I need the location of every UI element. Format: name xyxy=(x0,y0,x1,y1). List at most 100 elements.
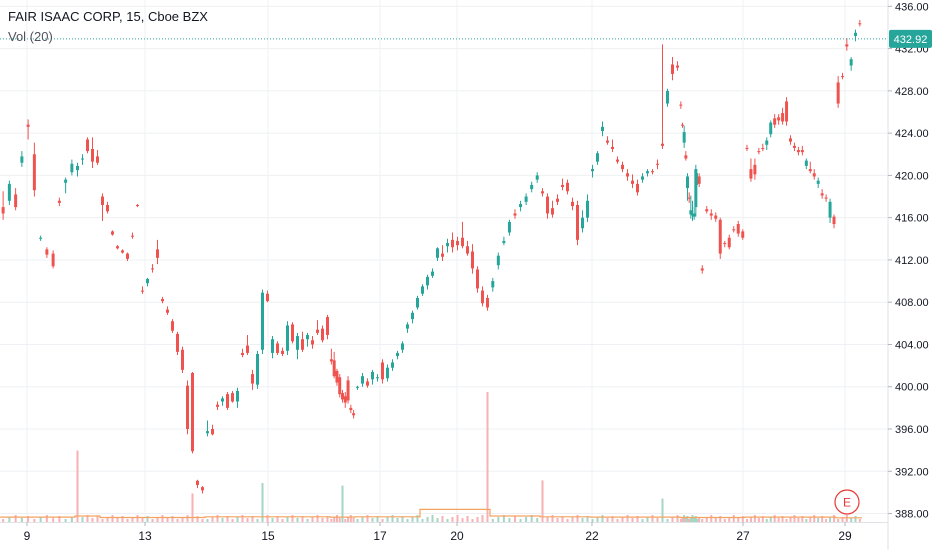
volume-bar xyxy=(64,519,67,522)
candle-body xyxy=(828,201,832,218)
volume-bar xyxy=(829,517,832,522)
earnings-marker[interactable]: E xyxy=(834,489,860,515)
candle-body xyxy=(692,213,696,217)
candle xyxy=(696,173,699,185)
volume-bar xyxy=(793,515,796,522)
earnings-marker-label: E xyxy=(843,496,851,510)
candle-body xyxy=(576,204,579,240)
candle-body xyxy=(696,176,699,180)
candle-body xyxy=(446,243,449,247)
candle-body xyxy=(286,325,289,351)
candle-body xyxy=(376,377,379,379)
candle xyxy=(371,369,374,385)
volume-bar xyxy=(845,515,848,522)
candle xyxy=(656,159,659,170)
candle-body xyxy=(507,221,511,233)
volume-bar xyxy=(805,519,808,522)
candle xyxy=(396,350,399,360)
candle xyxy=(606,136,609,145)
volume-bar xyxy=(683,515,686,522)
candle-body xyxy=(45,249,49,255)
candle xyxy=(666,88,669,107)
candle xyxy=(546,193,549,219)
candle-body xyxy=(621,164,624,170)
candle xyxy=(761,143,765,152)
candle xyxy=(301,331,304,352)
volume-bar xyxy=(371,518,374,522)
candle-body xyxy=(691,214,694,216)
volume-bar xyxy=(2,519,5,522)
candle xyxy=(591,164,594,178)
candle xyxy=(316,320,319,335)
volume-bar xyxy=(251,516,254,522)
y-tick-label: 388.00 xyxy=(895,509,929,521)
candle xyxy=(286,321,289,356)
candle xyxy=(26,119,30,140)
candle-body xyxy=(741,231,745,238)
candle xyxy=(366,378,369,388)
y-tick-label: 416.00 xyxy=(895,213,929,225)
volume-bar xyxy=(121,516,124,522)
volume-bar xyxy=(801,516,804,522)
candle xyxy=(596,151,599,165)
volume-bar xyxy=(186,515,189,522)
volume-bar xyxy=(765,519,768,522)
volume-bar xyxy=(33,519,36,522)
volume-bar xyxy=(316,515,319,522)
candle-body xyxy=(571,201,574,207)
x-tick-label: 27 xyxy=(736,529,750,543)
candle xyxy=(176,331,179,356)
candle-body xyxy=(714,215,718,219)
candle-body xyxy=(91,148,94,162)
axes xyxy=(0,0,889,550)
candle xyxy=(1,191,5,220)
candle xyxy=(679,101,683,109)
candle-body xyxy=(391,362,394,368)
volume-bar xyxy=(502,515,505,522)
candle-body xyxy=(626,173,629,177)
candle-body xyxy=(306,334,309,340)
candle xyxy=(571,197,574,211)
candle-body xyxy=(705,209,709,212)
volume-bar xyxy=(606,518,609,522)
volume-bar xyxy=(396,518,399,522)
candle xyxy=(757,147,761,155)
volume-bar xyxy=(347,517,350,522)
volume-bar xyxy=(356,519,359,522)
volume-bar xyxy=(196,516,199,522)
volume-bar xyxy=(352,518,355,522)
candle-body xyxy=(694,169,698,208)
candle-body xyxy=(596,153,599,162)
candle xyxy=(181,346,184,374)
candle xyxy=(186,380,189,435)
volume-bar xyxy=(714,518,717,522)
candle-body xyxy=(231,393,234,402)
volume-bar xyxy=(781,516,784,522)
candle xyxy=(749,158,753,182)
candle-body xyxy=(841,76,844,78)
candle-body xyxy=(76,165,79,171)
candle xyxy=(131,232,134,239)
candle xyxy=(226,392,229,410)
volume-bar xyxy=(676,515,679,522)
volume-legend[interactable]: Vol (20) xyxy=(8,27,208,47)
candle-body xyxy=(686,176,689,189)
volume-bar xyxy=(366,515,369,522)
volume-bar xyxy=(456,515,459,522)
candle-body xyxy=(343,396,347,403)
candle xyxy=(611,139,614,153)
candle xyxy=(832,214,836,229)
volume-bar xyxy=(693,518,696,522)
candle xyxy=(296,332,299,360)
candle xyxy=(709,209,713,220)
volume-bar xyxy=(761,516,764,522)
candle xyxy=(81,154,84,165)
candle xyxy=(361,373,364,387)
candle-body xyxy=(700,268,704,271)
y-tick-label: 428.00 xyxy=(895,86,929,98)
candle xyxy=(732,226,736,233)
candle xyxy=(854,29,857,42)
candle-body xyxy=(20,156,24,163)
